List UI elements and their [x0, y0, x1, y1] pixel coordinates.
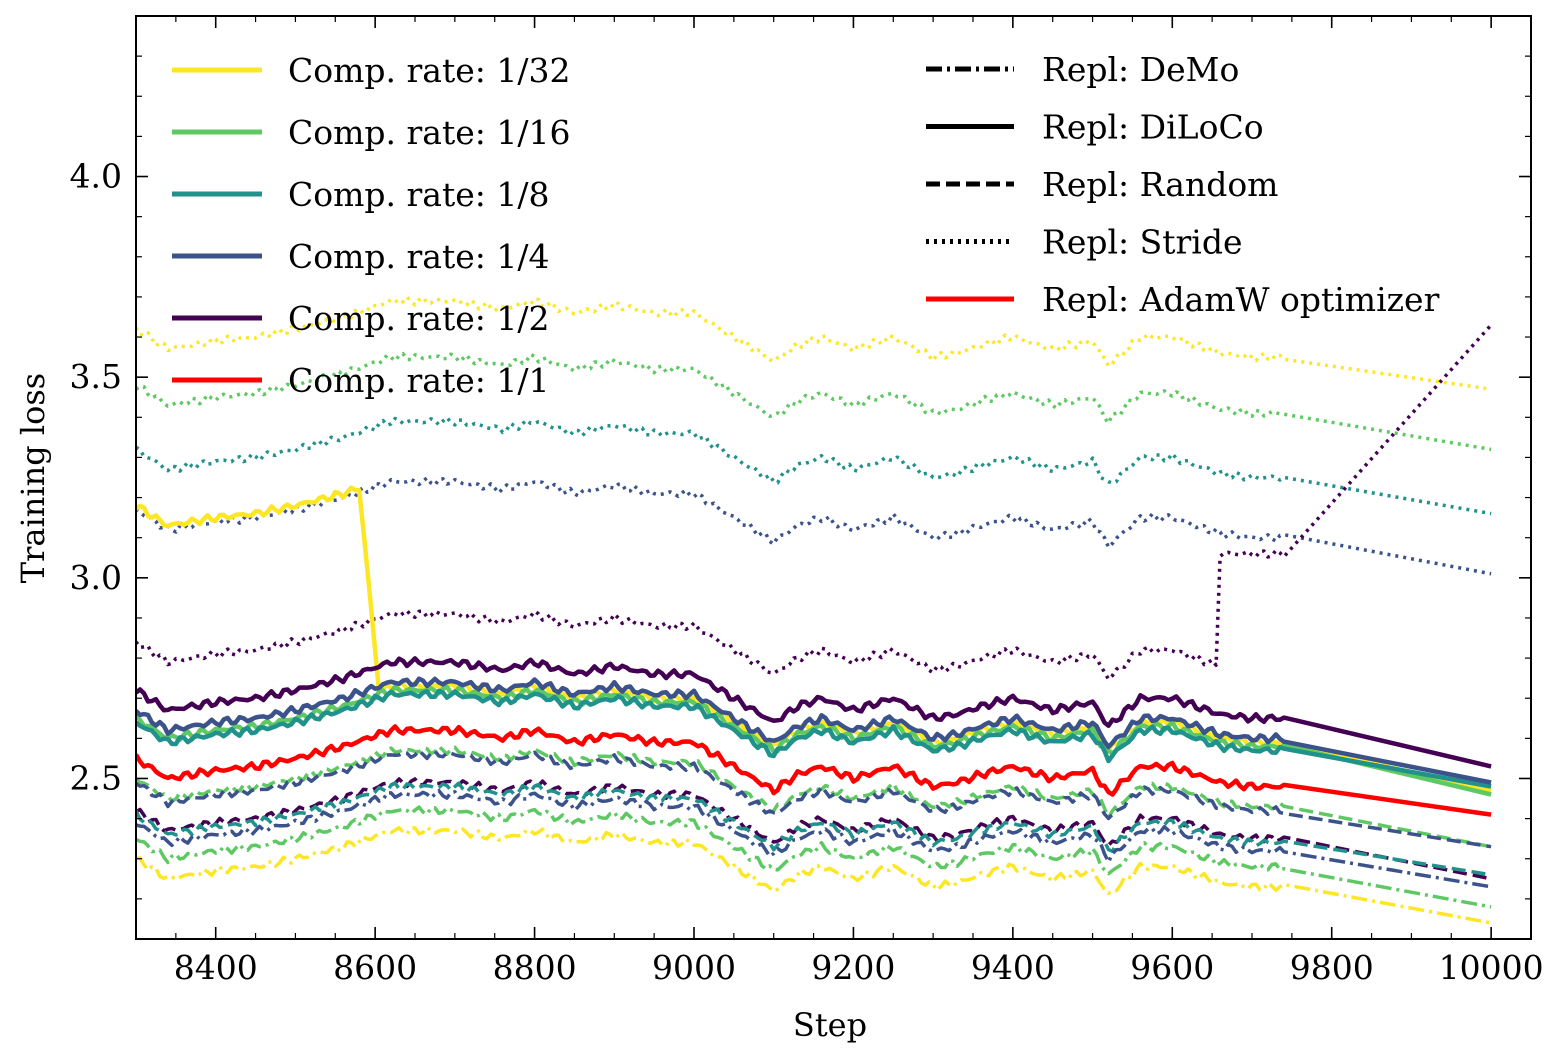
legend-rate-label: Comp. rate: 1/1: [288, 361, 549, 400]
legend-method-label: Repl: Random: [1042, 165, 1278, 204]
series-line-stride-1-32: [136, 295, 1492, 391]
series-line-diloco-1-8: [136, 688, 1492, 789]
legend-method-label: Repl: AdamW optimizer: [1042, 280, 1440, 319]
legend-replication-methods: Repl: DeMo Repl: DiLoCo Repl: Random Repl: …: [926, 50, 1440, 319]
legend-rate-label: Comp. rate: 1/4: [288, 237, 549, 276]
plot-frame: [135, 15, 1532, 940]
series-line-demo-1-4: [136, 788, 1492, 889]
series-line-stride-1-16: [136, 351, 1492, 452]
legend-method-label: Repl: DiLoCo: [1042, 108, 1264, 147]
series-line-adamw-1-1: [136, 724, 1492, 817]
y-axis-ticks: 2.5 3.0 3.5 4.0: [70, 15, 1531, 940]
legend-method-label: Repl: Stride: [1042, 223, 1243, 262]
series-line-stride-1-8: [136, 415, 1492, 516]
y-tick-label: 3.0: [70, 558, 122, 597]
x-tick-label: 9600: [1130, 948, 1214, 987]
series-line-random-1-4: [136, 748, 1492, 849]
x-tick-label: 10000: [1439, 948, 1544, 987]
legend-rate-label: Comp. rate: 1/16: [288, 113, 570, 152]
y-tick-label: 4.0: [70, 157, 122, 196]
x-tick-label: 9400: [971, 948, 1055, 987]
y-tick-label: 3.5: [70, 357, 122, 396]
x-tick-label: 9800: [1290, 948, 1374, 987]
x-tick-label: 8400: [174, 948, 258, 987]
x-tick-label: 8800: [493, 948, 577, 987]
x-tick-label: 9000: [652, 948, 736, 987]
series-line-diloco-1-2: [136, 656, 1492, 769]
x-tick-label: 9200: [811, 948, 895, 987]
legend-rate-label: Comp. rate: 1/2: [288, 299, 549, 338]
y-tick-label: 2.5: [70, 758, 122, 797]
series-line-random-1-8: [136, 781, 1492, 877]
x-tick-label: 8600: [333, 948, 417, 987]
series-line-demo-1-32: [136, 825, 1492, 925]
series-line-diloco-1-4: [136, 676, 1492, 785]
legend-rate-label: Comp. rate: 1/32: [288, 51, 570, 90]
series-layer: [136, 295, 1493, 925]
y-axis-title: Training loss: [14, 373, 52, 583]
x-axis-title: Step: [793, 1006, 867, 1044]
legend-method-label: Repl: DeMo: [1042, 50, 1239, 89]
series-line-random-1-16: [136, 744, 1492, 849]
legend-rate-label: Comp. rate: 1/8: [288, 175, 549, 214]
x-axis-ticks: 8400 8600 8800 9000 9200 9400 9600 9800 10000: [135, 16, 1544, 987]
legend-comp-rates: Comp. rate: 1/32 Comp. rate: 1/16 Comp. ra…: [172, 51, 570, 400]
series-line-stride-1-2: [136, 323, 1493, 681]
series-line-demo-1-16: [136, 805, 1492, 909]
